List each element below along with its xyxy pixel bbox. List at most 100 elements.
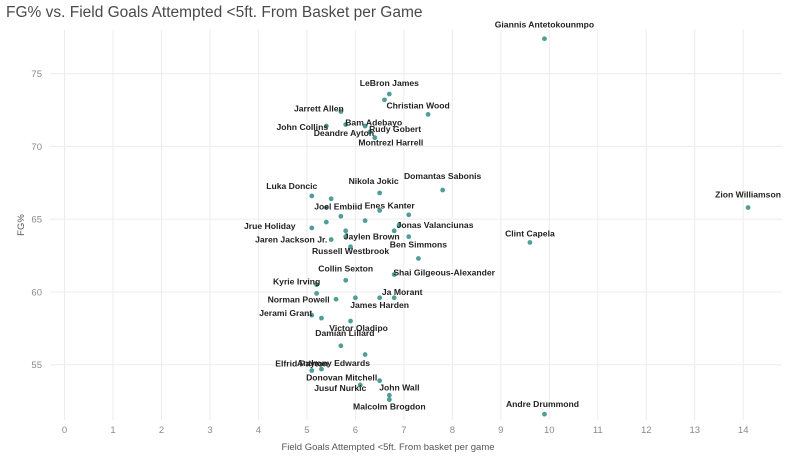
data-point (391, 272, 397, 277)
data-point (319, 366, 324, 372)
point-label: Elfrid Payton (275, 359, 328, 369)
data-point (353, 295, 358, 301)
data-point (357, 382, 363, 388)
data-point (309, 312, 315, 318)
data-point (416, 256, 421, 261)
y-tick-label: 75 (31, 69, 42, 80)
data-point (338, 109, 344, 114)
point-label: Damian Lillard (315, 328, 374, 338)
x-tick-label: 5 (304, 425, 309, 436)
point-label: Ben Simmons (390, 239, 448, 249)
point-label: Anthony Edwards (297, 358, 370, 368)
x-axis-title: Field Goals Attempted <5ft. From basket … (281, 442, 494, 453)
data-point (328, 196, 334, 202)
gridlines (50, 30, 782, 420)
point-label: John Wall (379, 382, 419, 392)
data-points (309, 36, 751, 417)
data-point (362, 123, 368, 129)
chart-title: FG% vs. Field Goals Attempted <5ft. From… (6, 4, 423, 21)
point-label: Montrezl Harrell (358, 138, 423, 148)
point-label: Malcolm Brogdon (353, 402, 426, 412)
data-point (391, 295, 397, 301)
data-point (377, 295, 383, 301)
y-tick-label: 55 (31, 360, 42, 371)
point-label: Andre Drummond (506, 399, 579, 409)
point-label: Collin Sexton (318, 263, 373, 273)
x-tick-label: 9 (498, 425, 503, 436)
data-point (386, 397, 392, 403)
x-tick-label: 12 (641, 425, 652, 436)
data-point (348, 244, 353, 250)
x-tick-label: 3 (207, 425, 212, 436)
data-point (343, 228, 349, 234)
data-point (309, 368, 315, 373)
data-point (377, 190, 383, 196)
data-point (367, 129, 373, 135)
point-label: Christian Wood (386, 100, 449, 110)
point-label: Russell Westbrook (312, 246, 389, 256)
data-point (377, 378, 383, 384)
data-point (406, 234, 412, 240)
point-label: Clint Capela (505, 228, 555, 238)
point-label: LeBron James (360, 78, 419, 88)
y-tick-label: 70 (31, 142, 42, 153)
data-point (309, 193, 315, 199)
data-point (745, 205, 751, 210)
point-label: Norman Powell (268, 294, 330, 304)
point-label: Ja Morant (382, 287, 423, 297)
data-point (343, 122, 349, 127)
x-tick-label: 8 (450, 425, 455, 436)
x-tick-label: 6 (353, 425, 358, 436)
x-tick-label: 13 (689, 425, 700, 436)
data-point (406, 212, 412, 218)
data-point (323, 219, 329, 225)
data-point (338, 343, 344, 349)
x-tick-label: 4 (256, 425, 261, 436)
point-label: Enes Kanter (365, 200, 416, 210)
data-point (440, 187, 446, 193)
data-point (319, 315, 324, 321)
point-label: John Collins (277, 122, 329, 132)
point-label: Donovan Mitchell (306, 373, 377, 383)
data-point (391, 228, 397, 234)
data-point (338, 213, 344, 219)
data-point (343, 277, 349, 283)
x-tick-label: 1 (110, 425, 115, 436)
data-point (362, 218, 368, 224)
x-tick-label: 14 (738, 425, 749, 436)
point-label: Jaylen Brown (344, 232, 400, 242)
data-point (328, 237, 334, 242)
point-label: Domantas Sabonis (404, 171, 482, 181)
point-label: Jonas Valanciunas (397, 220, 474, 230)
point-label: Nikola Jokic (349, 176, 399, 186)
x-tick-label: 0 (62, 425, 67, 436)
y-tick-label: 65 (31, 215, 42, 226)
point-label: Shai Gilgeous-Alexander (393, 267, 495, 277)
point-labels: Giannis Antetokounmpo LeBron James Christi… (244, 20, 781, 412)
point-label: Rudy Gobert (369, 124, 421, 134)
data-point (348, 318, 353, 324)
data-point (386, 392, 392, 398)
point-label: James Harden (350, 300, 409, 310)
y-axis-title: FG% (16, 214, 27, 236)
data-point (382, 97, 387, 103)
x-tick-label: 2 (159, 425, 164, 436)
data-point (527, 240, 533, 245)
data-point (323, 123, 329, 129)
data-point (362, 352, 368, 357)
data-point (314, 282, 320, 288)
data-point (396, 222, 402, 228)
point-label: Victor Oladipo (329, 323, 388, 333)
data-point (372, 135, 378, 141)
point-label: Kyrie Irving (273, 277, 320, 287)
point-label: Jaren Jackson Jr. (255, 235, 327, 245)
point-label: Bam Adebayo (345, 118, 402, 128)
point-label: Jarrett Allen (294, 103, 344, 113)
point-label: Joel Embiid (314, 202, 362, 212)
point-label: Giannis Antetokounmpo (495, 20, 594, 30)
data-point (542, 411, 547, 417)
data-point (542, 36, 547, 42)
point-label: Luka Doncic (266, 181, 317, 191)
